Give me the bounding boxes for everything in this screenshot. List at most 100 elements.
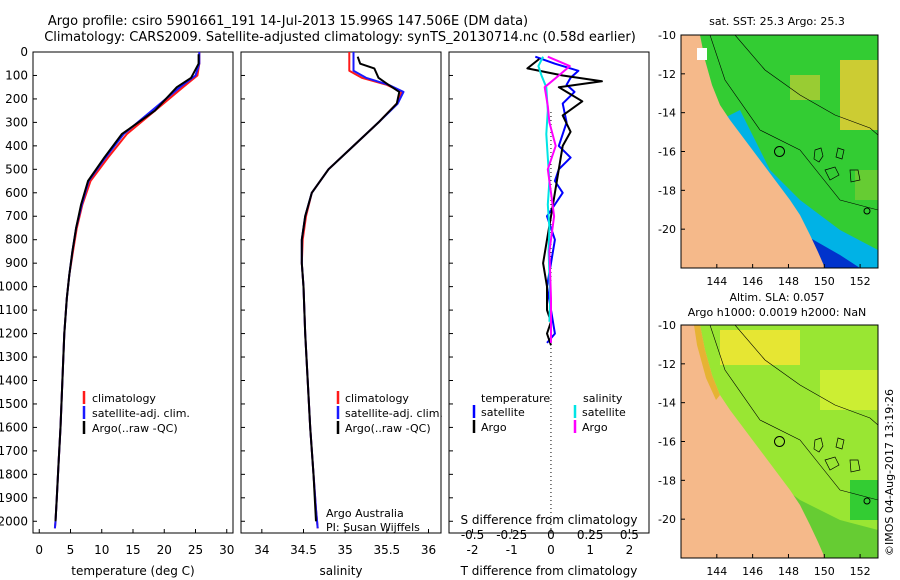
x-tick-label: 36 xyxy=(421,543,436,557)
x-tick-label: -2 xyxy=(467,543,479,557)
x-tick-label: 20 xyxy=(157,543,172,557)
lon-tick-label: 146 xyxy=(742,565,763,578)
salinity-legend: climatology satellite-adj. clim. Argo(..… xyxy=(336,391,443,435)
legend-temp-satellite-label: satellite xyxy=(481,406,525,419)
s-difference-axis-label: S difference from climatology xyxy=(461,513,638,527)
temperature-panel xyxy=(32,51,234,534)
legend-climatology-label: climatology xyxy=(92,392,156,405)
temperature-axis-label: temperature (deg C) xyxy=(71,564,194,578)
sst-map-isobath xyxy=(734,35,878,136)
sst-map-cape-york xyxy=(681,35,693,62)
temperature-legend: climatology satellite-adj. clim. Argo(..… xyxy=(82,391,190,435)
legend-satellite-label: satellite-adj. clim. xyxy=(345,407,443,420)
credit-line2: PI: Susan Wijffels xyxy=(326,521,420,534)
s-diff-tick-label: -0.25 xyxy=(496,528,527,542)
sla-map-isobath xyxy=(734,325,878,426)
depth-tick-label: 1000 xyxy=(0,280,28,294)
depth-tick-label: 1900 xyxy=(0,491,28,505)
t-difference-axis-label: T difference from climatology xyxy=(460,564,638,578)
lat-tick-label: -20 xyxy=(658,513,676,526)
lon-tick-label: 144 xyxy=(706,275,727,288)
figure-title-line2: Climatology: CARS2009. Satellite-adjuste… xyxy=(44,30,636,45)
s-diff-tick-label: 0.25 xyxy=(577,528,604,542)
legend-temperature-header: temperature xyxy=(481,392,550,405)
depth-tick-label: 600 xyxy=(5,186,28,200)
depth-tick-label: 1300 xyxy=(0,350,28,364)
depth-tick-label: 100 xyxy=(5,68,28,82)
sla-map-high-patch xyxy=(720,330,800,365)
x-tick-label: 5 xyxy=(67,543,75,557)
sla-map-land xyxy=(681,325,825,558)
lat-tick-label: -10 xyxy=(658,29,676,42)
x-tick-label: 34.5 xyxy=(290,543,317,557)
legend-argo-label: Argo(..raw -QC) xyxy=(345,422,431,435)
sla-map-high-patch xyxy=(820,370,878,410)
x-tick-label: 25 xyxy=(188,543,203,557)
temperature-x-axis: 0 5 10 15 20 25 30 xyxy=(35,529,234,557)
x-tick-label: 34 xyxy=(254,543,269,557)
legend-climatology-label: climatology xyxy=(345,392,409,405)
difference-series xyxy=(526,55,603,346)
series-line-argo-raw-qc- xyxy=(300,56,401,522)
x-tick-label: 0 xyxy=(35,543,43,557)
x-tick-label: 10 xyxy=(94,543,109,557)
sla-map-coastal-band xyxy=(694,325,720,400)
temperature-series xyxy=(53,52,201,529)
difference-panel xyxy=(448,51,650,534)
depth-tick-label: 1600 xyxy=(0,420,28,434)
sst-profile-marker xyxy=(774,146,785,157)
lat-tick-label: -16 xyxy=(658,436,676,449)
sla-map-axes: -10 -12 -14 -16 -18 -20 144 146 148 150 152 xyxy=(658,319,871,578)
depth-tick-label: 700 xyxy=(5,209,28,223)
series-line-satellite-adj-clim- xyxy=(53,52,201,529)
x-tick-label: 1 xyxy=(586,543,594,557)
depth-tick-label: 500 xyxy=(5,162,28,176)
depth-tick-label: 0 xyxy=(20,45,28,59)
depth-tick-label: 1100 xyxy=(0,303,28,317)
lat-tick-label: -10 xyxy=(658,319,676,332)
sla-map-isobath xyxy=(709,325,878,501)
x-tick-label: 0 xyxy=(547,543,555,557)
sla-profile-marker xyxy=(774,436,785,447)
depth-tick-label: 800 xyxy=(5,233,28,247)
lon-tick-label: 150 xyxy=(814,565,835,578)
x-tick-label: 15 xyxy=(125,543,140,557)
depth-tick-label: 400 xyxy=(5,139,28,153)
salinity-panel xyxy=(240,51,442,534)
lon-tick-label: 148 xyxy=(778,275,799,288)
difference-legend: temperature salinity satellite Argo sate… xyxy=(472,392,626,434)
salinity-series xyxy=(300,52,405,529)
series-line-satellite-adj-clim- xyxy=(300,52,405,529)
x-tick-label: 35 xyxy=(338,543,353,557)
x-tick-label: -1 xyxy=(506,543,518,557)
s-diff-tick-label: 0.5 xyxy=(620,528,639,542)
series-line-argo-raw-qc- xyxy=(54,54,200,522)
lat-tick-label: -18 xyxy=(658,474,676,487)
sst-map-isobath xyxy=(709,35,878,211)
salinity-x-axis: 34 34.5 35 35.5 36 xyxy=(254,529,436,557)
lat-tick-label: -14 xyxy=(658,107,676,120)
lon-tick-label: 152 xyxy=(850,275,871,288)
sla-map-title-line2: Argo h1000: 0.0019 h2000: NaN xyxy=(688,306,867,319)
lat-tick-label: -20 xyxy=(658,223,676,236)
depth-tick-label: 1800 xyxy=(0,467,28,481)
legend-sal-argo-label: Argo xyxy=(582,421,608,434)
sla-map: Altim. SLA: 0.057 Argo h1000: 0.0019 h20… xyxy=(658,291,879,578)
series-line-temperature-argo xyxy=(526,58,603,346)
sst-map: sat. SST: 25.3 Argo: 25.3 -10-12-14-16-1… xyxy=(658,15,879,288)
sla-map-secondary-marker xyxy=(863,497,871,505)
depth-tick-label: 1500 xyxy=(0,397,28,411)
legend-sal-satellite-label: satellite xyxy=(582,406,626,419)
legend-temp-argo-label: Argo xyxy=(481,421,507,434)
salinity-axis-label: salinity xyxy=(319,564,362,578)
sla-map-reef xyxy=(813,437,861,473)
x-tick-label: 35.5 xyxy=(373,543,400,557)
legend-satellite-label: satellite-adj. clim. xyxy=(92,407,190,420)
lon-tick-label: 150 xyxy=(814,275,835,288)
sst-map-title: sat. SST: 25.3 Argo: 25.3 xyxy=(709,15,845,28)
depth-axis: 0 100 200 300 400 500 600 700 800 900 1000 1100 1200… xyxy=(0,45,453,528)
series-line-salinity-argo xyxy=(543,55,571,343)
depth-tick-label: 900 xyxy=(5,256,28,270)
sst-map-warm-patch xyxy=(840,60,878,130)
